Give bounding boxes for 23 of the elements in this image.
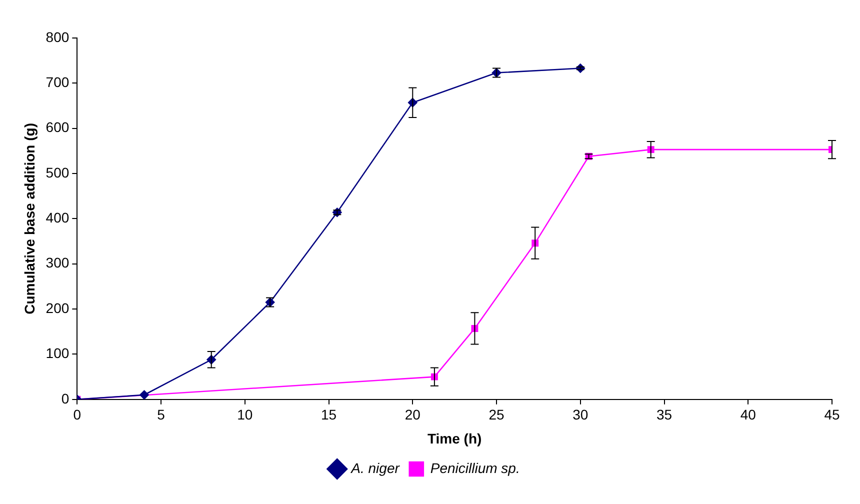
x-tick-label: 45 [824,406,840,423]
y-tick-label: 800 [46,28,70,45]
x-tick-label: 15 [320,406,337,423]
y-tick-label: 0 [61,390,70,406]
x-tick-label: 0 [73,406,82,423]
y-axis-title: Cumulative base addition (g) [21,123,38,314]
legend-label: Penicillium sp. [430,460,520,476]
y-tick-label: 100 [46,345,70,362]
x-axis-title: Time (h) [427,430,482,446]
y-tick-label: 400 [46,210,70,226]
y-tick-label: 500 [46,164,70,180]
x-tick-label: 5 [157,406,166,423]
x-tick-label: 40 [740,406,756,423]
y-tick-label: 200 [46,300,70,316]
y-tick-label: 600 [46,119,70,136]
legend-label: A. niger [350,460,401,476]
y-tick-label: 300 [46,254,70,271]
x-tick-label: 10 [237,406,253,423]
x-tick-label: 20 [404,406,421,423]
x-tick-label: 30 [572,406,588,423]
y-tick-label: 700 [46,74,70,90]
x-tick-label: 35 [656,406,672,423]
x-tick-label: 25 [488,406,505,423]
